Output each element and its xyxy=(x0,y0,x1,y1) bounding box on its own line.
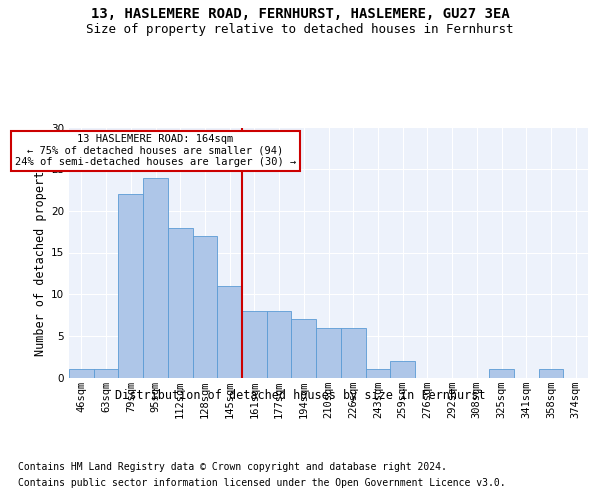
Bar xyxy=(193,236,217,378)
Bar xyxy=(242,311,267,378)
Bar xyxy=(539,369,563,378)
Bar xyxy=(143,178,168,378)
Text: Contains public sector information licensed under the Open Government Licence v3: Contains public sector information licen… xyxy=(18,478,506,488)
Y-axis label: Number of detached properties: Number of detached properties xyxy=(34,149,47,356)
Bar xyxy=(94,369,118,378)
Text: Contains HM Land Registry data © Crown copyright and database right 2024.: Contains HM Land Registry data © Crown c… xyxy=(18,462,447,472)
Text: 13 HASLEMERE ROAD: 164sqm
← 75% of detached houses are smaller (94)
24% of semi-: 13 HASLEMERE ROAD: 164sqm ← 75% of detac… xyxy=(15,134,296,168)
Bar xyxy=(341,328,365,378)
Text: 13, HASLEMERE ROAD, FERNHURST, HASLEMERE, GU27 3EA: 13, HASLEMERE ROAD, FERNHURST, HASLEMERE… xyxy=(91,8,509,22)
Text: Distribution of detached houses by size in Fernhurst: Distribution of detached houses by size … xyxy=(115,389,485,402)
Bar xyxy=(267,311,292,378)
Bar xyxy=(292,319,316,378)
Bar xyxy=(118,194,143,378)
Bar xyxy=(489,369,514,378)
Bar xyxy=(390,361,415,378)
Bar xyxy=(365,369,390,378)
Bar xyxy=(69,369,94,378)
Bar xyxy=(217,286,242,378)
Bar xyxy=(316,328,341,378)
Bar xyxy=(168,228,193,378)
Text: Size of property relative to detached houses in Fernhurst: Size of property relative to detached ho… xyxy=(86,22,514,36)
